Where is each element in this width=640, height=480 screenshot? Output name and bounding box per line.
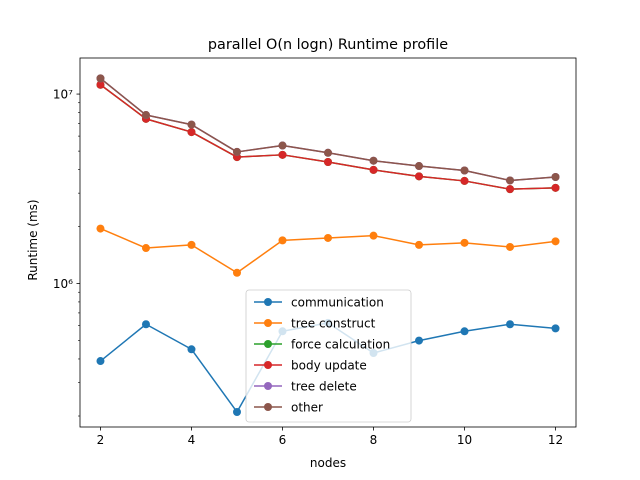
data-point-other: [415, 162, 424, 171]
data-point-tree-construct: [551, 237, 560, 246]
data-point-other: [96, 74, 105, 83]
data-point-body-update: [551, 183, 560, 192]
data-point-communication: [460, 327, 469, 336]
legend-entry-body-update: body update: [254, 359, 367, 373]
data-point-other: [187, 120, 196, 129]
legend-swatch-marker: [264, 319, 272, 327]
data-point-communication: [187, 345, 196, 354]
data-point-other: [460, 166, 469, 175]
data-point-tree-construct: [415, 240, 424, 249]
legend-label: other: [291, 401, 323, 415]
y-axis-label: Runtime (ms): [26, 199, 40, 280]
y-tick-label: 10⁶: [53, 277, 73, 291]
data-point-tree-construct: [232, 268, 241, 277]
data-point-tree-construct: [460, 238, 469, 247]
x-tick-label: 6: [279, 433, 287, 447]
legend-entry-tree-delete: tree delete: [254, 380, 357, 394]
data-point-body-update: [369, 165, 378, 174]
legend-label: tree construct: [291, 317, 376, 331]
data-point-other: [232, 147, 241, 156]
x-tick-label: 12: [548, 433, 563, 447]
legend-label: body update: [291, 359, 367, 373]
series-body-update: [96, 80, 560, 194]
data-point-other: [141, 111, 150, 120]
data-point-body-update: [187, 128, 196, 137]
data-point-tree-construct: [506, 242, 515, 251]
series-tree-construct: [96, 224, 560, 277]
legend: communication tree construct force calcula…: [245, 289, 412, 423]
series-other: [96, 74, 560, 185]
data-point-other: [369, 156, 378, 165]
data-point-tree-construct: [96, 224, 105, 233]
data-point-body-update: [278, 150, 287, 159]
data-point-communication: [551, 324, 560, 333]
data-point-body-update: [506, 185, 515, 194]
data-point-body-update: [460, 176, 469, 185]
x-axis-label: nodes: [310, 456, 346, 470]
data-point-body-update: [324, 158, 332, 167]
x-tick-label: 8: [370, 433, 378, 447]
data-point-tree-construct: [187, 240, 196, 249]
axes-frame: [79, 57, 577, 428]
data-point-other: [324, 148, 332, 157]
data-point-body-update: [415, 172, 424, 181]
legend-swatch-marker: [264, 361, 272, 369]
legend-box: [245, 289, 412, 423]
axes-layer: 2 4 6 8 10 12 10⁶ 10⁷: [53, 57, 577, 447]
data-point-communication: [232, 407, 241, 416]
legend-label: tree delete: [291, 380, 357, 394]
data-point-other: [278, 141, 287, 150]
data-point-tree-construct: [369, 231, 378, 240]
legend-swatch-marker: [264, 340, 272, 348]
data-point-communication: [141, 320, 150, 329]
data-point-tree-construct: [278, 236, 287, 245]
series-layer: [96, 74, 560, 416]
data-point-communication: [96, 357, 105, 366]
legend-entry-tree-construct: tree construct: [254, 317, 376, 331]
chart-title: parallel O(n logn) Runtime profile: [208, 37, 448, 53]
data-point-other: [551, 173, 560, 182]
data-point-other: [506, 176, 515, 185]
data-point-communication: [506, 320, 515, 329]
legend-entry-force-calculation: force calculation: [254, 338, 390, 352]
legend-swatch-marker: [264, 403, 272, 411]
x-tick-label: 10: [457, 433, 472, 447]
x-tick-label: 4: [188, 433, 196, 447]
data-point-tree-construct: [324, 233, 332, 242]
data-point-communication: [415, 336, 424, 345]
legend-entry-other: other: [254, 401, 323, 415]
legend-label: force calculation: [291, 338, 390, 352]
legend-label: communication: [291, 296, 384, 310]
data-point-body-update: [96, 80, 105, 89]
legend-entry-communication: communication: [254, 296, 384, 310]
x-tick-label: 2: [97, 433, 105, 447]
legend-swatch-marker: [264, 298, 272, 306]
y-tick-label: 10⁷: [53, 88, 73, 102]
legend-swatch-marker: [264, 382, 272, 390]
data-point-tree-construct: [141, 244, 150, 253]
